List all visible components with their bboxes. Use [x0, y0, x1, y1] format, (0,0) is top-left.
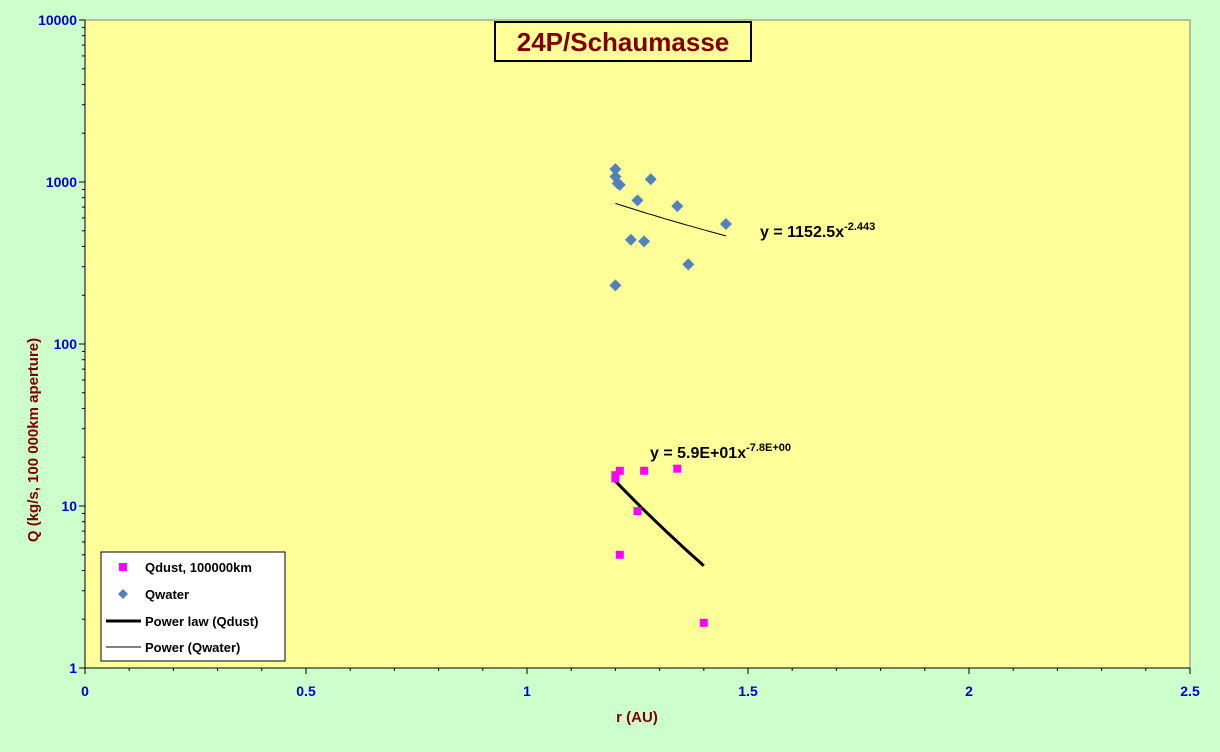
water-point [644, 173, 657, 186]
x-tick-label: 0 [81, 683, 89, 699]
y-tick-label: 1 [69, 660, 77, 676]
water-point [613, 178, 626, 191]
data-points [609, 163, 732, 627]
y-tick-label: 100 [54, 336, 78, 352]
dust-point [640, 466, 649, 475]
x-axis: 0 0.5 1 1.5 2 2.5 [81, 667, 1200, 699]
x-tick-label: 0.5 [296, 683, 316, 699]
legend-water-label: Qwater [145, 587, 189, 602]
legend-dust-trend-label: Power law (Qdust) [145, 614, 258, 629]
legend-dust-label: Qdust, 100000km [145, 560, 252, 575]
dust-trendline [614, 480, 705, 567]
x-tick-label: 1 [523, 683, 531, 699]
water-equation-exponent: -2.443 [844, 221, 875, 233]
y-tick-label: 10 [61, 498, 77, 514]
legend: Qdust, 100000km Qwater Power law (Qdust)… [100, 551, 286, 662]
dust-point [615, 466, 624, 475]
legend-dust-marker [119, 563, 127, 571]
dust-equation-base: y = 5.9E+01x [650, 445, 746, 462]
dust-point [673, 464, 682, 473]
title-box: 24P/Schaumasse [494, 21, 752, 62]
x-axis-title: r (AU) [616, 709, 658, 726]
y-tick-label: 10000 [38, 12, 77, 28]
y-axis: 1 10 100 1000 10000 [38, 12, 86, 676]
water-equation-base: y = 1152.5x [760, 224, 844, 241]
water-point [609, 163, 622, 176]
water-point [624, 233, 637, 246]
chart-title: 24P/Schaumasse [517, 27, 729, 57]
water-point [638, 235, 651, 248]
x-tick-label: 2.5 [1180, 683, 1200, 699]
water-point [682, 258, 695, 271]
trendlines [614, 202, 727, 567]
water-trend-equation: y = 1152.5x-2.443 [760, 221, 875, 241]
dust-point [615, 550, 624, 559]
legend-water-trend-label: Power (Qwater) [145, 640, 240, 655]
water-point [671, 200, 684, 213]
water-point [719, 218, 732, 231]
dust-point [699, 618, 708, 627]
x-tick-label: 2 [965, 683, 973, 699]
water-point [609, 279, 622, 292]
dust-trend-equation: y = 5.9E+01x-7.8E+00 [650, 442, 791, 462]
dust-point [633, 507, 642, 516]
y-tick-label: 1000 [46, 174, 77, 190]
dust-point [611, 474, 620, 483]
y-axis-title: Q (kg/s, 100 000km aperture) [25, 338, 42, 542]
legend-water-marker [118, 589, 128, 599]
water-trendline [615, 202, 727, 237]
x-tick-label: 1.5 [738, 683, 758, 699]
dust-equation-exponent: -7.8E+00 [746, 442, 791, 454]
water-point [631, 194, 644, 207]
